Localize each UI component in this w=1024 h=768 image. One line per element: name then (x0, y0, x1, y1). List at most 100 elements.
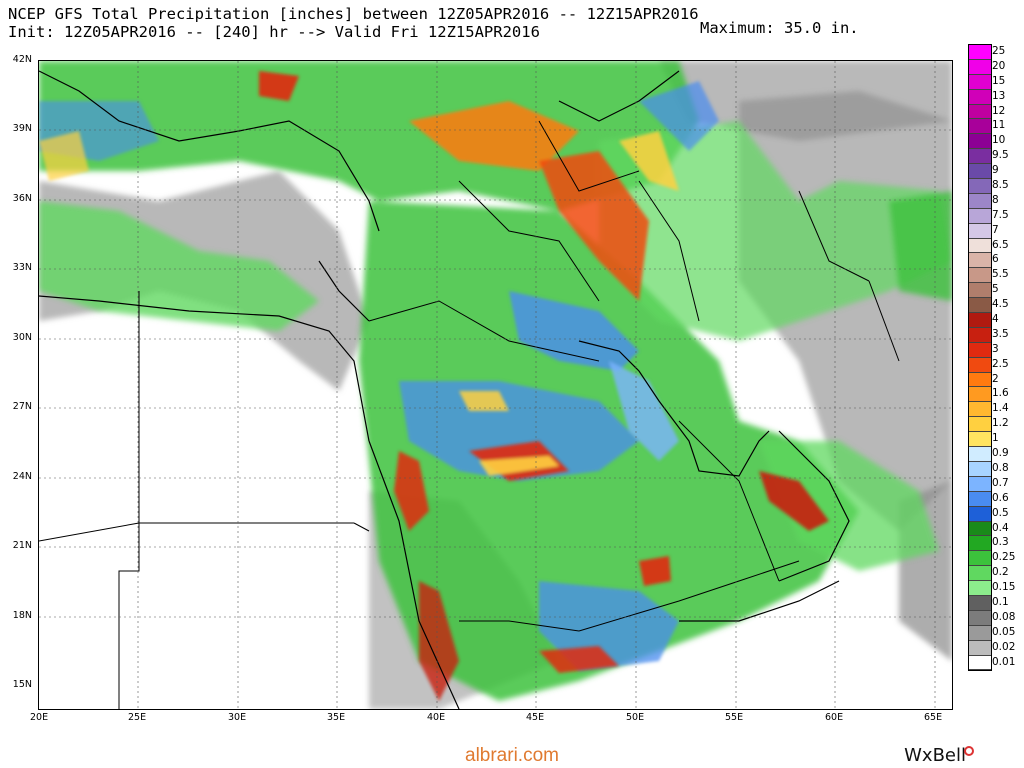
map-canvas (39, 61, 952, 709)
colorbar-level-label: 9 (992, 164, 999, 177)
colorbar-swatch (969, 655, 991, 671)
lon-label: 45E (526, 712, 545, 723)
colorbar-level-label: 0.8 (992, 461, 1009, 474)
lat-label: 24N (12, 471, 32, 482)
colorbar-level-label: 0.01 (992, 655, 1016, 668)
colorbar-level-label: 25 (992, 45, 1006, 57)
colorbar-swatch (969, 402, 991, 418)
colorbar-labels: 25 20 15 13 12 11 10 9.5 9 8.5 8 7.5 7 6.5 6 5.5 5 4.5 4 3.… (992, 44, 1024, 669)
colorbar-swatch (969, 566, 991, 582)
colorbar-level-label: 2.5 (992, 357, 1009, 370)
colorbar-level-label: 0.15 (992, 581, 1016, 594)
colorbar-swatch (969, 447, 991, 462)
lon-label: 60E (825, 712, 844, 723)
colorbar-swatch (969, 476, 991, 492)
colorbar-swatch (969, 298, 991, 314)
brand-logo: WxBell (904, 745, 966, 766)
title-line-1: NCEP GFS Total Precipitation [inches] be… (8, 5, 699, 23)
colorbar-swatch (969, 327, 991, 343)
colorbar-swatch (969, 134, 991, 150)
colorbar-swatch (969, 74, 991, 90)
colorbar-swatch (969, 536, 991, 552)
colorbar-swatch (969, 59, 991, 75)
lon-label: 40E (427, 712, 446, 723)
colorbar-swatch (969, 223, 991, 239)
lat-label: 18N (12, 610, 32, 621)
colorbar-swatch (969, 238, 991, 254)
colorbar-swatch (969, 89, 991, 105)
colorbar-level-label: 6.5 (992, 238, 1009, 251)
colorbar-swatch (969, 357, 991, 373)
lon-label: 20E (30, 712, 49, 723)
lon-label: 65E (924, 712, 943, 723)
colorbar-swatch (969, 104, 991, 120)
lat-label: 33N (12, 262, 32, 273)
heavy-precip-layer (39, 81, 719, 671)
colorbar-swatch (969, 313, 991, 328)
colorbar-level-label: 0.02 (992, 640, 1016, 653)
colorbar-level-label: 7.5 (992, 208, 1009, 221)
colorbar-level-label: 3 (992, 342, 999, 355)
colorbar-level-label: 4.5 (992, 298, 1009, 311)
colorbar-level-label: 20 (992, 59, 1006, 72)
colorbar-swatch (969, 283, 991, 299)
colorbar-level-label: 5 (992, 283, 999, 296)
colorbar-level-label: 1.2 (992, 417, 1009, 430)
colorbar-level-label: 11 (992, 119, 1006, 132)
colorbar-level-label: 5.5 (992, 268, 1009, 281)
colorbar-swatch (969, 45, 991, 60)
colorbar-level-label: 1.6 (992, 387, 1009, 400)
lon-label: 30E (228, 712, 247, 723)
colorbar-swatch (969, 372, 991, 388)
colorbar-swatch (969, 164, 991, 180)
colorbar-swatch (969, 432, 991, 448)
colorbar-level-label: 0.5 (992, 506, 1009, 519)
colorbar-level-label: 0.7 (992, 476, 1009, 489)
colorbar-level-label: 3.5 (992, 327, 1009, 340)
site-watermark: albrari.com (465, 745, 559, 766)
colorbar-level-label: 4 (992, 313, 999, 326)
colorbar-level-label: 6 (992, 253, 999, 266)
colorbar-level-label: 15 (992, 74, 1006, 87)
colorbar-swatch (969, 149, 991, 165)
colorbar-level-label: 0.3 (992, 536, 1009, 549)
lat-label: 39N (12, 123, 32, 134)
maximum-label: Maximum: 35.0 in. (700, 19, 859, 37)
intense-precip-layer (39, 71, 829, 701)
brand-dot-icon (964, 746, 974, 756)
colorbar-swatch (969, 417, 991, 433)
colorbar-swatch (969, 551, 991, 567)
colorbar-level-label: 8.5 (992, 179, 1009, 192)
colorbar-swatch (969, 581, 991, 596)
graticule (39, 61, 952, 709)
colorbar-level-label: 0.2 (992, 566, 1009, 579)
lon-label: 50E (626, 712, 645, 723)
colorbar-level-label: 0.1 (992, 595, 1009, 608)
colorbar (968, 44, 992, 672)
colorbar-level-label: 9.5 (992, 149, 1009, 162)
colorbar-swatch (969, 208, 991, 224)
colorbar-level-label: 1 (992, 432, 999, 445)
colorbar-level-label: 1.4 (992, 402, 1009, 415)
colorbar-level-label: 0.08 (992, 610, 1016, 623)
colorbar-swatch (969, 461, 991, 477)
colorbar-swatch (969, 193, 991, 209)
colorbar-swatch (969, 342, 991, 358)
colorbar-swatch (969, 179, 991, 194)
colorbar-swatch (969, 640, 991, 656)
lat-label: 15N (12, 679, 32, 690)
colorbar-swatch (969, 595, 991, 611)
lat-label: 21N (12, 540, 32, 551)
lon-label: 25E (128, 712, 147, 723)
lon-label: 35E (327, 712, 346, 723)
colorbar-level-label: 2 (992, 372, 999, 385)
colorbar-level-label: 12 (992, 104, 1006, 117)
lon-label: 55E (725, 712, 744, 723)
colorbar-level-label: 0.05 (992, 625, 1016, 638)
lat-label: 27N (12, 401, 32, 412)
colorbar-swatch (969, 268, 991, 284)
colorbar-swatch (969, 610, 991, 626)
lat-label: 36N (12, 193, 32, 204)
colorbar-swatch (969, 253, 991, 269)
colorbar-swatch (969, 491, 991, 507)
